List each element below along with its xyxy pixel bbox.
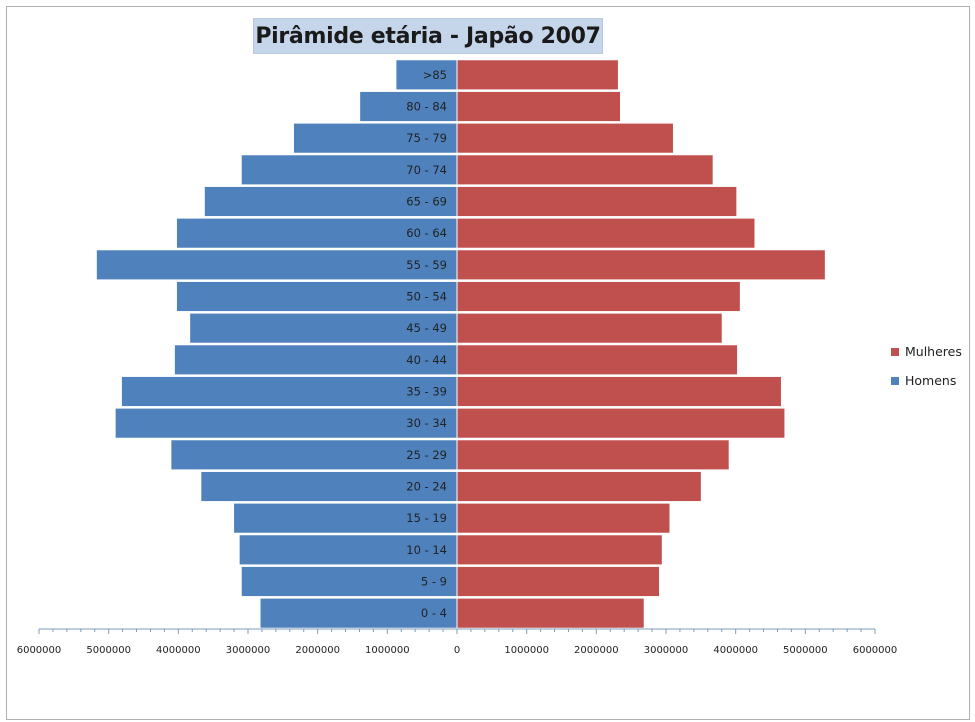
x-tick-label: 3000000 bbox=[644, 645, 689, 656]
age-group-label: 60 - 64 bbox=[406, 226, 447, 240]
bar-mulheres bbox=[457, 471, 701, 502]
bar-mulheres bbox=[457, 123, 673, 153]
age-group-label: 35 - 39 bbox=[406, 385, 447, 399]
bar-homens bbox=[239, 535, 457, 565]
chart-title-box: Pirâmide etária - Japão 2007 bbox=[253, 18, 603, 54]
bar-mulheres bbox=[457, 408, 785, 438]
bar-mulheres bbox=[457, 91, 621, 122]
bar-homens bbox=[204, 186, 457, 217]
bar-homens bbox=[241, 155, 457, 185]
bar-mulheres bbox=[457, 186, 737, 217]
x-tick-label: 3000000 bbox=[226, 645, 271, 656]
age-group-label: 75 - 79 bbox=[406, 131, 447, 145]
bar-mulheres bbox=[457, 60, 618, 90]
bar-homens bbox=[241, 566, 457, 597]
x-tick-label: 1000000 bbox=[504, 645, 549, 656]
bar-mulheres bbox=[457, 503, 670, 533]
legend-swatch bbox=[891, 348, 899, 356]
bar-mulheres bbox=[457, 313, 722, 343]
x-tick-label: 4000000 bbox=[156, 645, 201, 656]
x-tick-label: 2000000 bbox=[295, 645, 340, 656]
bar-mulheres bbox=[457, 440, 729, 470]
age-group-label: 70 - 74 bbox=[406, 163, 447, 177]
bar-homens bbox=[174, 345, 457, 375]
age-group-label: 15 - 19 bbox=[406, 511, 447, 525]
x-tick-label: 6000000 bbox=[853, 645, 898, 656]
legend-label: Mulheres bbox=[905, 344, 962, 359]
bar-homens bbox=[171, 440, 457, 470]
age-group-label: 5 - 9 bbox=[421, 575, 447, 589]
bar-mulheres bbox=[457, 250, 825, 280]
age-group-label: 0 - 4 bbox=[421, 606, 447, 620]
x-tick-label: 4000000 bbox=[713, 645, 758, 656]
age-group-label: >85 bbox=[423, 68, 447, 82]
legend-label: Homens bbox=[905, 373, 956, 388]
x-tick-label: 0 bbox=[454, 645, 460, 656]
bar-homens bbox=[234, 503, 457, 533]
bar-mulheres bbox=[457, 218, 755, 248]
age-group-label: 30 - 34 bbox=[406, 416, 447, 430]
bar-homens bbox=[201, 471, 457, 502]
bar-mulheres bbox=[457, 535, 662, 565]
bar-homens bbox=[190, 313, 457, 343]
age-group-label: 10 - 14 bbox=[406, 543, 447, 557]
bar-homens bbox=[121, 376, 458, 407]
bar-homens bbox=[96, 250, 457, 280]
age-group-label: 25 - 29 bbox=[406, 448, 447, 462]
bar-homens bbox=[176, 281, 457, 312]
bar-homens bbox=[293, 123, 457, 153]
bar-homens bbox=[115, 408, 457, 438]
age-group-label: 65 - 69 bbox=[406, 195, 447, 209]
bar-mulheres bbox=[457, 155, 713, 185]
bar-mulheres bbox=[457, 345, 738, 375]
bar-mulheres bbox=[457, 376, 781, 407]
x-tick-label: 5000000 bbox=[783, 645, 828, 656]
age-group-label: 45 - 49 bbox=[406, 321, 447, 335]
x-tick-label: 1000000 bbox=[365, 645, 410, 656]
bar-homens bbox=[360, 91, 457, 122]
age-group-label: 40 - 44 bbox=[406, 353, 447, 367]
legend-swatch bbox=[891, 377, 899, 385]
bar-homens bbox=[396, 60, 457, 90]
bar-homens bbox=[260, 598, 457, 628]
x-tick-label: 2000000 bbox=[574, 645, 619, 656]
age-group-label: 80 - 84 bbox=[406, 100, 447, 114]
age-group-label: 50 - 54 bbox=[406, 290, 447, 304]
bar-mulheres bbox=[457, 281, 740, 312]
bar-homens bbox=[176, 218, 457, 248]
age-group-label: 55 - 59 bbox=[406, 258, 447, 272]
x-tick-label: 6000000 bbox=[17, 645, 62, 656]
bar-mulheres bbox=[457, 566, 660, 597]
age-group-label: 20 - 24 bbox=[406, 480, 447, 494]
bar-mulheres bbox=[457, 598, 644, 628]
x-tick-label: 5000000 bbox=[86, 645, 131, 656]
chart-title: Pirâmide etária - Japão 2007 bbox=[255, 23, 601, 49]
